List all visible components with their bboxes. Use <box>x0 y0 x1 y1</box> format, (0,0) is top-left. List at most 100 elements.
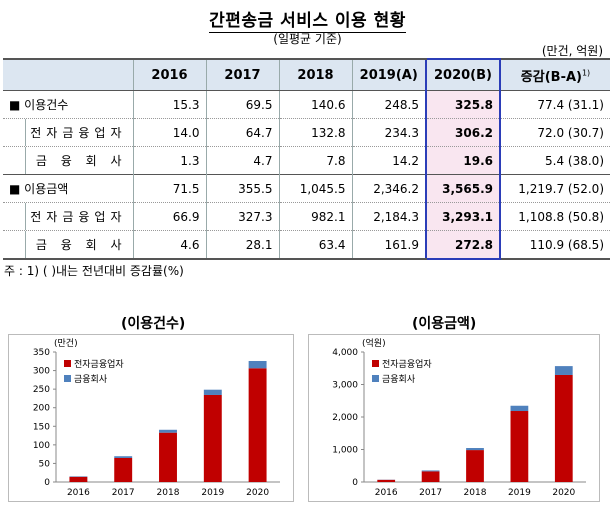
bar-electronic <box>69 476 88 482</box>
row-label: 전자금융업자 <box>3 202 133 231</box>
table-row: ■ 이용건수 15.3 69.5 140.6 248.5 325.8 77.4 (31.1) <box>3 90 610 119</box>
table-row: 금 융 회 사 4.6 28.1 63.4 161.9 272.8 110.9 (68.5) <box>3 230 610 260</box>
legend-swatch <box>372 360 379 367</box>
y-tick-label: 350 <box>33 348 50 358</box>
table-cell: 3,293.1 <box>425 202 501 231</box>
bar-financial <box>554 366 573 375</box>
bar-electronic <box>203 394 222 482</box>
table-cell: 15.3 <box>132 90 206 119</box>
y-tick-label: 3,000 <box>332 381 358 391</box>
table-cell: 77.4 (31.1) <box>499 90 610 119</box>
bar-electronic <box>421 471 440 482</box>
table-cell: 110.9 (68.5) <box>499 230 610 260</box>
y-tick-label: 0 <box>352 478 358 488</box>
table-cell: 140.6 <box>278 90 352 119</box>
table-cell: 14.2 <box>351 146 426 175</box>
chart-unit-label: (만건) <box>54 338 78 349</box>
report-subtitle: (일평균 기준) <box>273 32 342 46</box>
x-tick-label: 2016 <box>67 488 90 498</box>
header-change: 증감(B-A)1) <box>499 58 610 91</box>
row-label: 금 융 회 사 <box>3 146 133 175</box>
table-cell: 4.7 <box>205 146 279 175</box>
bar-financial <box>159 429 177 433</box>
table-header-row: 2016 2017 2018 2019(A) 2020(B) 증감(B-A)1) <box>3 58 610 91</box>
y-tick-label: 50 <box>39 459 51 469</box>
y-tick-label: 0 <box>44 478 50 488</box>
y-tick-label: 200 <box>33 404 50 414</box>
stats-table: 2016 2017 2018 2019(A) 2020(B) 증감(B-A)1)… <box>3 58 610 260</box>
table-row: 전자금융업자 66.9 327.3 982.1 2,184.3 3,293.1 1,108.… <box>3 202 610 231</box>
y-tick-label: 4,000 <box>332 348 358 358</box>
y-tick-label: 250 <box>33 385 50 395</box>
table-cell: 234.3 <box>351 118 426 147</box>
bar-electronic <box>510 411 529 482</box>
bar-financial <box>466 448 484 451</box>
table-cell: 327.3 <box>205 202 279 231</box>
table-cell: 72.0 (30.7) <box>499 118 610 147</box>
legend-swatch <box>64 360 71 367</box>
x-tick-label: 2020 <box>246 488 269 498</box>
legend-swatch <box>372 375 379 382</box>
table-cell: 982.1 <box>278 202 352 231</box>
chart-count: (만건) 0 50 100 150 200 250 300 350 2016 2017 2018 201… <box>8 334 294 502</box>
legend-label: 전자금융업자 <box>74 359 124 370</box>
table-row: 금 융 회 사 1.3 4.7 7.8 14.2 19.6 5.4 (38.0) <box>3 146 610 175</box>
chart-count-title: (이용건수) <box>121 316 186 332</box>
table-cell: 64.7 <box>205 118 279 147</box>
table-cell: 1.3 <box>132 146 206 175</box>
table-cell: 355.5 <box>205 174 279 203</box>
table-cell: 2,346.2 <box>351 174 426 203</box>
x-tick-label: 2019 <box>201 488 224 498</box>
header-2019: 2019(A) <box>351 58 426 91</box>
chart-amount: (억원) 0 1,000 2,000 3,000 4,000 2016 2017 2018 201… <box>308 334 600 502</box>
header-2020: 2020(B) <box>425 58 501 91</box>
table-cell: 272.8 <box>425 230 501 260</box>
bar-financial <box>510 405 529 412</box>
x-tick-label: 2017 <box>112 488 135 498</box>
table-cell: 132.8 <box>278 118 352 147</box>
table-cell: 28.1 <box>205 230 279 260</box>
y-tick-label: 100 <box>33 441 50 451</box>
x-tick-label: 2017 <box>419 488 442 498</box>
bar-electronic <box>159 432 177 482</box>
table-cell: 1,219.7 (52.0) <box>499 174 610 203</box>
y-tick-label: 2,000 <box>332 413 358 423</box>
y-tick-label: 150 <box>33 422 50 432</box>
row-label: 금 융 회 사 <box>3 230 133 260</box>
bar-electronic <box>248 368 267 482</box>
header-footnote-mark: 1) <box>581 68 591 78</box>
bar-electronic <box>554 374 573 482</box>
bar-electronic <box>114 457 133 482</box>
table-cell: 7.8 <box>278 146 352 175</box>
legend-label: 전자금융업자 <box>382 359 432 370</box>
row-label: ■ 이용건수 <box>3 90 133 119</box>
row-label: 전자금융업자 <box>3 118 133 147</box>
table-cell: 5.4 (38.0) <box>499 146 610 175</box>
x-tick-label: 2019 <box>508 488 531 498</box>
x-tick-label: 2020 <box>552 488 575 498</box>
legend-label: 금융회사 <box>382 374 416 385</box>
table-cell: 3,565.9 <box>425 174 501 203</box>
report-title: 간편송금 서비스 이용 현황 <box>0 6 615 33</box>
table-cell: 66.9 <box>132 202 206 231</box>
row-label: ■ 이용금액 <box>3 174 133 203</box>
chart-unit-label: (억원) <box>362 337 386 349</box>
header-corner <box>3 58 133 91</box>
table-cell: 2,184.3 <box>351 202 426 231</box>
table-cell: 1,045.5 <box>278 174 352 203</box>
report-title-text: 간편송금 서비스 이용 현황 <box>209 11 406 33</box>
x-tick-label: 2016 <box>375 488 398 498</box>
bar-electronic <box>377 479 396 482</box>
table-cell: 306.2 <box>425 118 501 147</box>
legend-label: 금융회사 <box>74 374 108 385</box>
bar-financial <box>421 470 440 472</box>
legend-swatch <box>64 375 71 382</box>
table-cell: 19.6 <box>425 146 501 175</box>
bar-financial <box>114 456 133 458</box>
table-row: ■ 이용금액 71.5 355.5 1,045.5 2,346.2 3,565.9 1,21… <box>3 174 610 203</box>
table-row: 전자금융업자 14.0 64.7 132.8 234.3 306.2 72.0 (30.7) <box>3 118 610 147</box>
x-tick-label: 2018 <box>157 488 180 498</box>
bar-electronic <box>466 450 484 482</box>
bar-financial <box>248 360 267 369</box>
header-2016: 2016 <box>132 58 206 91</box>
